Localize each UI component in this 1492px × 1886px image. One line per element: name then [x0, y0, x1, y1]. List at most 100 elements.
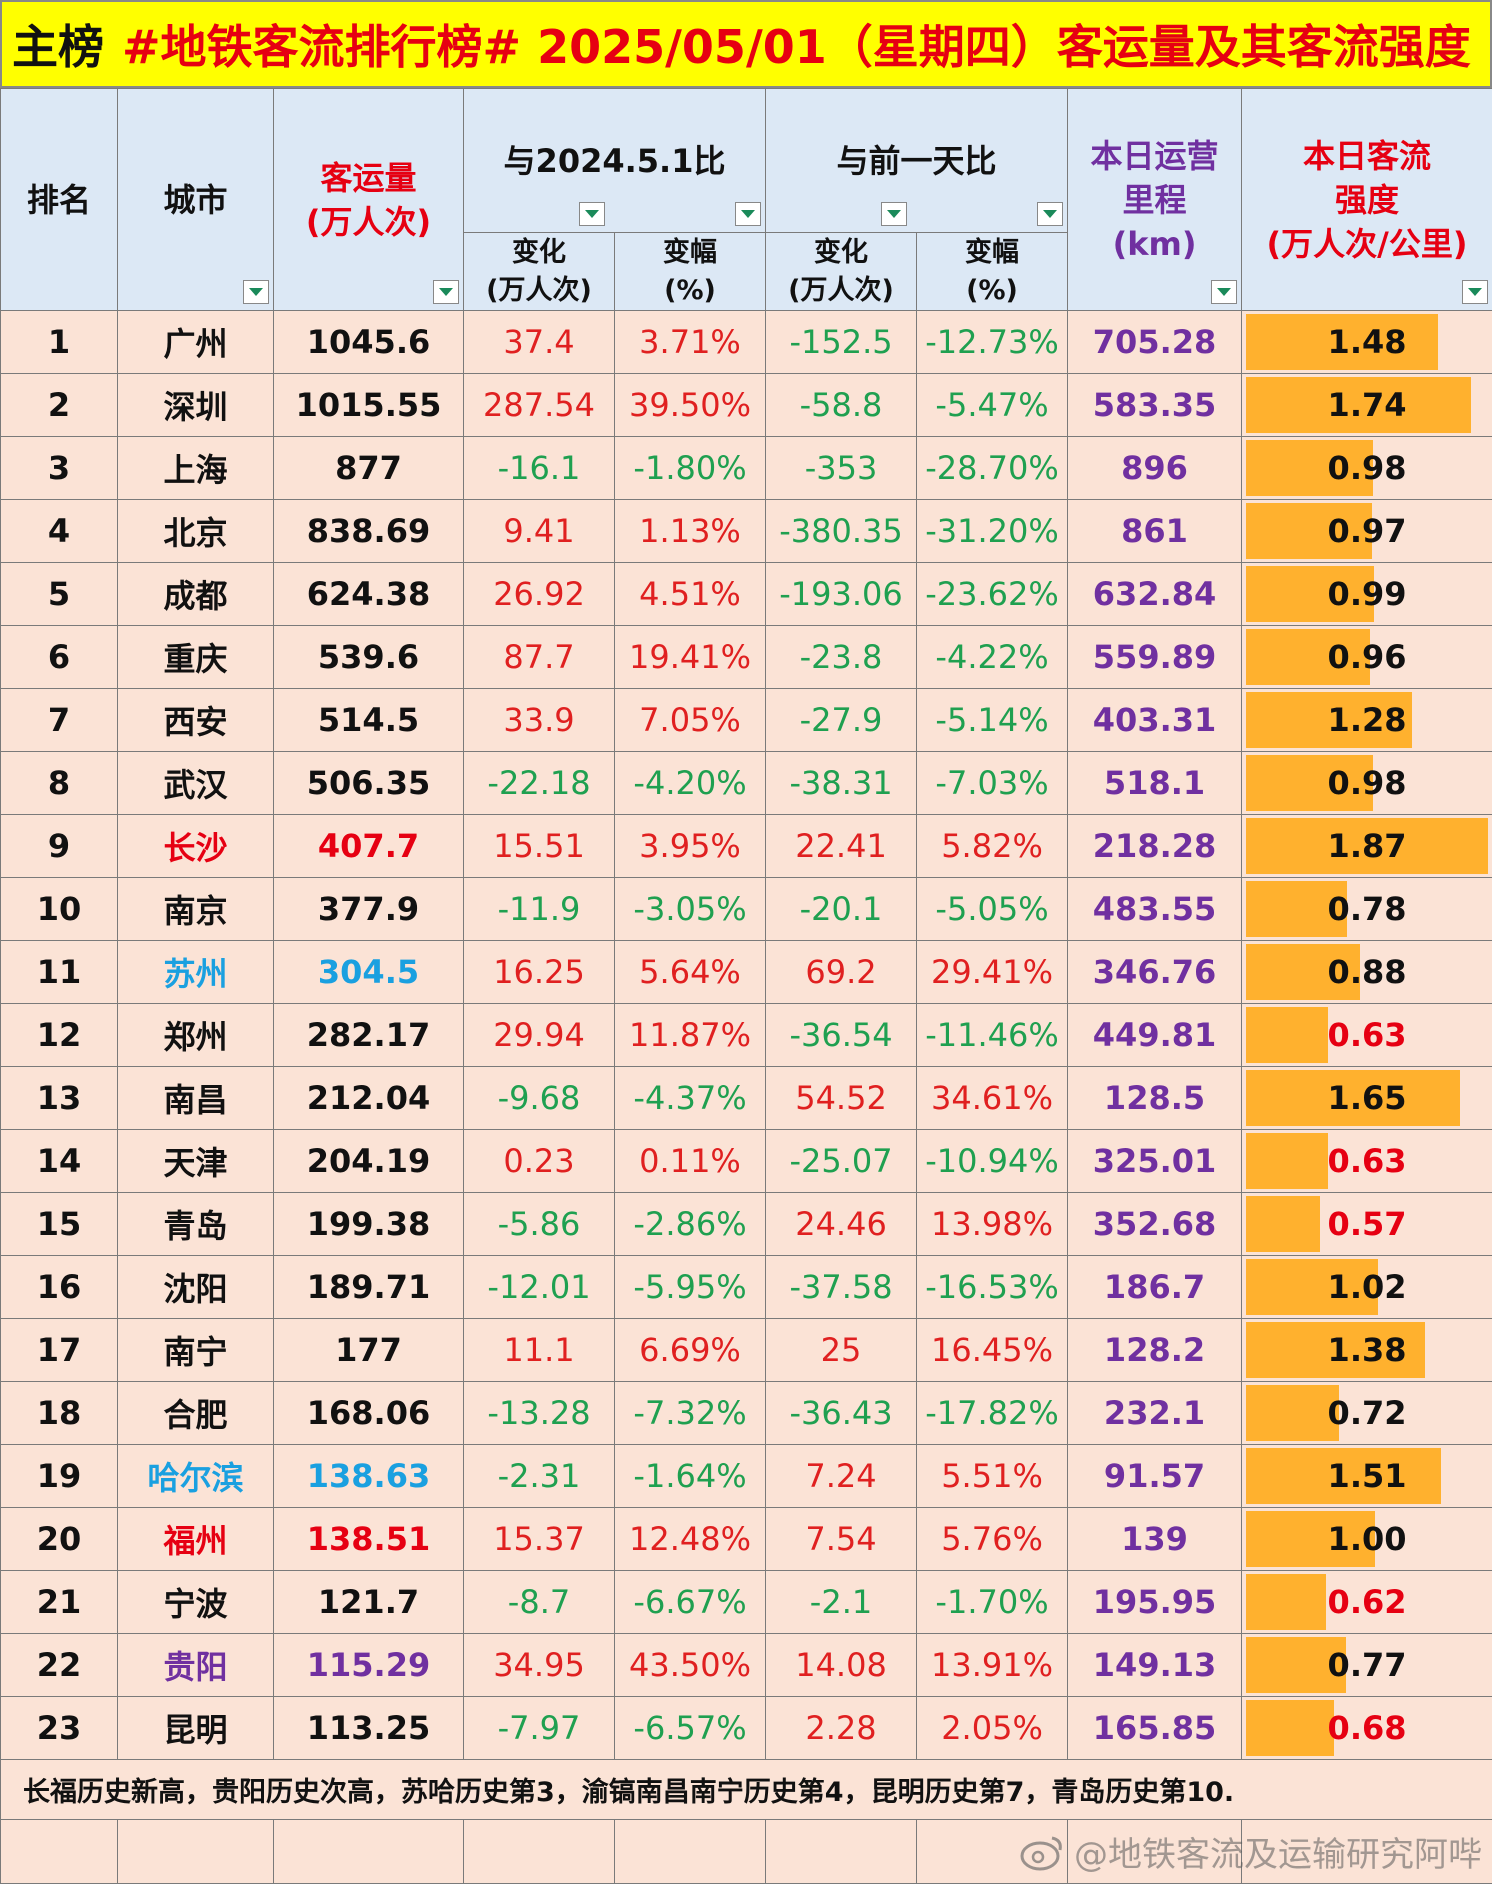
filter-dropdown-icon[interactable] [1462, 280, 1489, 304]
cell-flow: 204.19 [273, 1129, 464, 1193]
cell-dod-pct: -10.94% [916, 1129, 1069, 1193]
intensity-value: 0.98 [1327, 449, 1407, 487]
intensity-value: 0.77 [1327, 1646, 1407, 1684]
filter-dropdown-icon[interactable] [579, 202, 606, 226]
filter-dropdown-icon[interactable] [881, 202, 908, 226]
empty-cell [117, 1819, 274, 1884]
cell-intensity: 0.98 [1241, 436, 1492, 500]
header-yoy-change: 变化 (万人次) [463, 232, 615, 311]
cell-yoy-pct: 7.05% [613, 688, 767, 752]
title-prefix: 主榜 [12, 20, 104, 74]
intensity-value: 0.72 [1327, 1394, 1407, 1432]
cell-km: 218.28 [1067, 814, 1243, 878]
cell-rank: 2 [0, 373, 118, 437]
table-row: 4 北京 838.69 9.41 1.13% -380.35 -31.20% 861 0.97 [0, 499, 1492, 563]
cell-city: 青岛 [117, 1192, 274, 1256]
intensity-value: 0.99 [1327, 575, 1407, 613]
cell-yoy-pct: 19.41% [613, 625, 767, 689]
cell-km: 705.28 [1067, 310, 1243, 374]
intensity-bar [1246, 1385, 1340, 1441]
cell-intensity: 0.96 [1241, 625, 1492, 689]
intensity-bar [1246, 881, 1347, 937]
filter-dropdown-icon[interactable] [1037, 202, 1064, 226]
table-row: 17 南宁 177 11.1 6.69% 25 16.45% 128.2 1.38 [0, 1318, 1492, 1382]
cell-rank: 21 [0, 1570, 118, 1634]
table-row: 12 郑州 282.17 29.94 11.87% -36.54 -11.46% 449.81… [0, 1003, 1492, 1067]
cell-intensity: 0.63 [1241, 1129, 1492, 1193]
empty-cell [765, 1819, 918, 1884]
cell-km: 325.01 [1067, 1129, 1243, 1193]
intensity-bar [1246, 629, 1371, 685]
cell-city: 宁波 [117, 1570, 274, 1634]
intensity-bar [1246, 1700, 1335, 1756]
intensity-value: 1.74 [1327, 386, 1407, 424]
cell-dod-change: 7.54 [765, 1507, 918, 1571]
cell-intensity: 1.74 [1241, 373, 1492, 437]
cell-yoy-change: -9.68 [463, 1066, 615, 1130]
empty-cell [0, 1819, 118, 1884]
cell-dod-change: -2.1 [765, 1570, 918, 1634]
cell-rank: 13 [0, 1066, 118, 1130]
cell-intensity: 1.02 [1241, 1255, 1492, 1319]
cell-yoy-pct: -6.67% [613, 1570, 767, 1634]
empty-cell [613, 1819, 767, 1884]
cell-flow: 177 [273, 1318, 464, 1382]
cell-flow: 199.38 [273, 1192, 464, 1256]
filter-dropdown-icon[interactable] [1211, 280, 1238, 304]
intensity-value: 1.02 [1327, 1268, 1407, 1306]
cell-dod-pct: 34.61% [916, 1066, 1069, 1130]
cell-flow: 304.5 [273, 940, 464, 1004]
intensity-value: 0.78 [1327, 890, 1407, 928]
cell-intensity: 1.00 [1241, 1507, 1492, 1571]
cell-yoy-pct: 3.71% [613, 310, 767, 374]
cell-yoy-pct: 39.50% [613, 373, 767, 437]
cell-km: 352.68 [1067, 1192, 1243, 1256]
filter-dropdown-icon[interactable] [243, 280, 269, 304]
cell-rank: 18 [0, 1381, 118, 1445]
cell-km: 139 [1067, 1507, 1243, 1571]
cell-dod-pct: -17.82% [916, 1381, 1069, 1445]
cell-km: 91.57 [1067, 1444, 1243, 1508]
cell-city: 重庆 [117, 625, 274, 689]
cell-city: 苏州 [117, 940, 274, 1004]
intensity-bar [1246, 1511, 1376, 1567]
cell-city: 武汉 [117, 751, 274, 815]
cell-intensity: 0.97 [1241, 499, 1492, 563]
table-row: 18 合肥 168.06 -13.28 -7.32% -36.43 -17.82% 232.1… [0, 1381, 1492, 1445]
filter-dropdown-icon[interactable] [735, 202, 762, 226]
cell-yoy-change: -12.01 [463, 1255, 615, 1319]
table-row: 11 苏州 304.5 16.25 5.64% 69.2 29.41% 346.76 0.88 [0, 940, 1492, 1004]
cell-city: 南昌 [117, 1066, 274, 1130]
intensity-bar [1246, 1196, 1320, 1252]
cell-yoy-change: 33.9 [463, 688, 615, 752]
cell-flow: 539.6 [273, 625, 464, 689]
cell-dod-pct: -5.47% [916, 373, 1069, 437]
cell-flow: 168.06 [273, 1381, 464, 1445]
cell-flow: 138.51 [273, 1507, 464, 1571]
cell-intensity: 1.28 [1241, 688, 1492, 752]
intensity-bar [1246, 1448, 1442, 1504]
cell-yoy-change: 287.54 [463, 373, 615, 437]
cell-dod-pct: 13.98% [916, 1192, 1069, 1256]
page-title: 主榜 #地铁客流排行榜# 2025/05/01（星期四）客运量及其客流强度 [0, 0, 1492, 88]
intensity-value: 0.62 [1327, 1583, 1407, 1621]
intensity-bar [1246, 1637, 1346, 1693]
cell-yoy-change: -11.9 [463, 877, 615, 941]
table-row: 19 哈尔滨 138.63 -2.31 -1.64% 7.24 5.51% 91.57 1.51 [0, 1444, 1492, 1508]
cell-flow: 121.7 [273, 1570, 464, 1634]
cell-dod-pct: 5.82% [916, 814, 1069, 878]
cell-dod-change: -353 [765, 436, 918, 500]
table-row: 15 青岛 199.38 -5.86 -2.86% 24.46 13.98% 352.68 0.… [0, 1192, 1492, 1256]
cell-city: 上海 [117, 436, 274, 500]
cell-rank: 10 [0, 877, 118, 941]
cell-dod-pct: -11.46% [916, 1003, 1069, 1067]
empty-cell [1241, 1819, 1492, 1884]
cell-dod-pct: -1.70% [916, 1570, 1069, 1634]
cell-km: 403.31 [1067, 688, 1243, 752]
cell-dod-change: -25.07 [765, 1129, 918, 1193]
cell-yoy-change: -8.7 [463, 1570, 615, 1634]
filter-dropdown-icon[interactable] [433, 280, 459, 304]
cell-yoy-change: 34.95 [463, 1633, 615, 1697]
table-row: 5 成都 624.38 26.92 4.51% -193.06 -23.62% 632.84 0… [0, 562, 1492, 626]
cell-yoy-pct: -2.86% [613, 1192, 767, 1256]
